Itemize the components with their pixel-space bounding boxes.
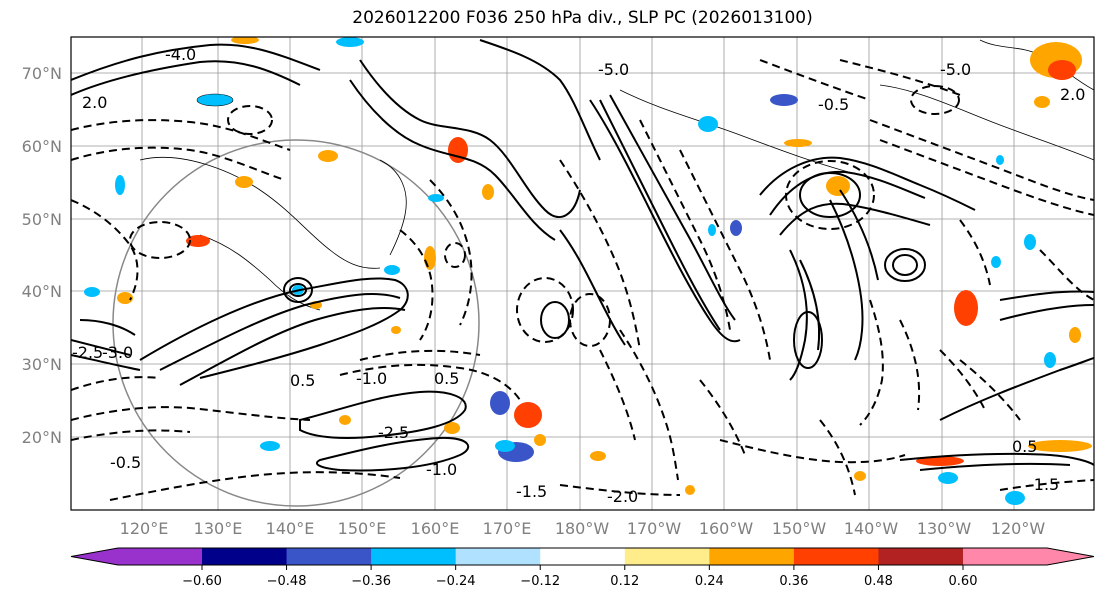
colorbar-segment — [624, 548, 710, 565]
colorbar: −0.60 −0.48 −0.36 −0.24 −0.12 0.12 0.24 0.36 0.4… — [70, 547, 1095, 589]
latitude-labels: 70°N 60°N 50°N 40°N 30°N 20°N — [22, 64, 62, 447]
colorbar-segment — [202, 548, 288, 565]
lon-label: 140°W — [844, 519, 899, 538]
solid-contours — [71, 39, 1094, 472]
lon-label: 130°W — [917, 519, 972, 538]
colorbar-segment — [793, 548, 879, 565]
colorbar-tick-label: 0.36 — [779, 574, 808, 589]
contour-label: -2.0 — [607, 487, 638, 506]
contour-labels: -4.0 -5.0 -5.0 2.0 -0.5 -2.5 0.5 -1.0 0.… — [72, 45, 1085, 506]
contour-label: 2.0 — [1060, 85, 1085, 104]
lon-label: 120°W — [991, 519, 1046, 538]
divergence-shading — [84, 37, 1092, 505]
lat-label-40n: 40°N — [22, 282, 62, 301]
contour-label: -1.0 — [426, 460, 457, 479]
colorbar-segment — [540, 548, 626, 565]
dashed-contours — [71, 59, 1094, 501]
colorbar-tick-label: −0.36 — [351, 574, 391, 589]
contour-label: -0.5 — [818, 95, 849, 114]
region-circle — [112, 139, 480, 507]
lat-label-20n: 20°N — [22, 428, 62, 447]
contour-label: -2.5 — [378, 423, 409, 442]
contour-label: -1.5 — [516, 482, 547, 501]
colorbar-segment — [71, 548, 202, 565]
colorbar-tick-label: 0.24 — [695, 574, 724, 589]
colorbar-segment — [371, 548, 457, 565]
lon-label: 150°W — [772, 519, 827, 538]
lon-label: 150°E — [338, 519, 387, 538]
lon-label: 180°W — [555, 519, 610, 538]
contour-label: -3.0 — [102, 343, 133, 362]
contour-label: -0.5 — [110, 453, 141, 472]
longitude-labels: 120°E 130°E 140°E 150°E 160°E 170°E 180°… — [120, 519, 1046, 538]
contour-label: 0.5 — [290, 371, 315, 390]
colorbar-segment — [286, 548, 372, 565]
colorbar-tick-label: 0.48 — [864, 574, 893, 589]
colorbar-outline — [70, 547, 1095, 566]
colorbar-tick-label: 0.12 — [610, 574, 639, 589]
chart-title: 2026012200 F036 250 hPa div., SLP PC (20… — [352, 8, 813, 28]
contour-label: -5.0 — [598, 60, 629, 79]
contour-label: -2.5 — [72, 343, 103, 362]
contour-label: -4.0 — [165, 45, 196, 64]
lat-label-50n: 50°N — [22, 210, 62, 229]
contour-label: -1.0 — [356, 369, 387, 388]
colorbar-tick-label: −0.60 — [182, 574, 222, 589]
lon-label: 160°E — [411, 519, 460, 538]
contour-label: 0.5 — [434, 369, 459, 388]
contour-label: -1.5 — [1028, 475, 1059, 494]
contour-label: 2.0 — [82, 93, 107, 112]
lon-label: 160°W — [699, 519, 754, 538]
colorbar-tick-label: 0.60 — [949, 574, 978, 589]
lon-label: 130°E — [194, 519, 243, 538]
lat-label-70n: 70°N — [22, 64, 62, 83]
colorbar-tick-label: −0.12 — [520, 574, 560, 589]
contour-label: 0.5 — [1012, 437, 1037, 456]
colorbar-tick-label: −0.48 — [267, 574, 307, 589]
lon-label: 170°E — [483, 519, 532, 538]
lat-label-60n: 60°N — [22, 137, 62, 156]
lon-label: 120°E — [120, 519, 169, 538]
lat-label-30n: 30°N — [22, 355, 62, 374]
colorbar-segment — [963, 548, 1094, 565]
lon-label: 170°W — [627, 519, 682, 538]
colorbar-segment — [709, 548, 795, 565]
colorbar-tick-label: −0.24 — [436, 574, 476, 589]
colorbar-segment — [878, 548, 964, 565]
map-frame — [70, 36, 1095, 511]
map-background — [71, 37, 1094, 510]
contour-label: -5.0 — [940, 60, 971, 79]
colorbar-segment — [455, 548, 541, 565]
lon-label: 140°E — [266, 519, 315, 538]
